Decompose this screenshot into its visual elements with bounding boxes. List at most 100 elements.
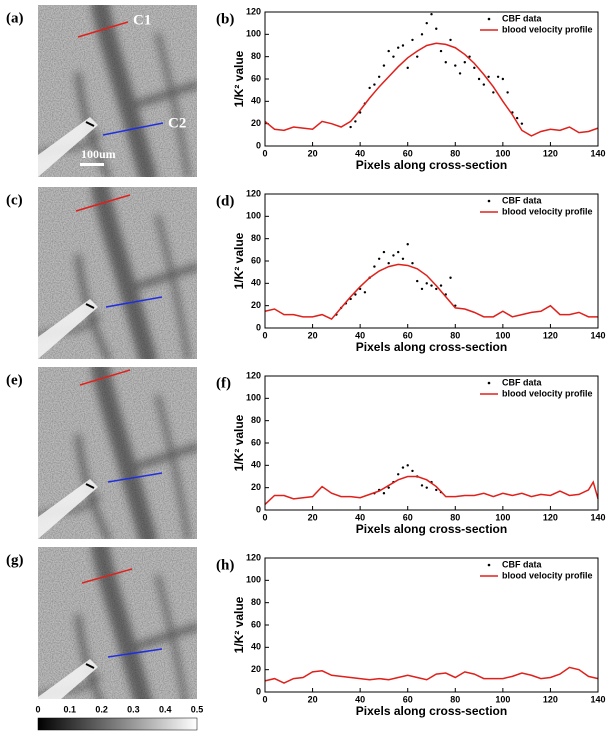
cross-section-line: [81, 568, 133, 584]
x-tick-label: 80: [450, 148, 460, 158]
y-tick-label: 40: [251, 460, 261, 470]
data-point: [496, 75, 500, 78]
y-tick-label: 80: [251, 597, 261, 607]
data-point: [430, 13, 433, 16]
cross-section-line: [107, 472, 163, 483]
y-tick-label: 100: [246, 29, 261, 39]
panel-label: (e): [6, 372, 23, 388]
y-tick-label: 80: [251, 51, 261, 61]
scale-bar: [80, 163, 104, 166]
x-tick-label: 60: [403, 148, 413, 158]
y-tick-label: 60: [251, 619, 261, 629]
legend-label: blood velocity profile: [502, 24, 593, 34]
x-axis-label: Pixels along cross-section: [356, 158, 507, 172]
data-point: [473, 66, 476, 70]
data-point: [354, 293, 357, 296]
data-point: [501, 77, 505, 81]
data-point: [373, 265, 376, 268]
y-tick-label: 20: [251, 300, 261, 310]
data-point: [430, 284, 433, 287]
plot-frame: [264, 375, 599, 511]
colorbar-tick-label: 0.1: [64, 704, 77, 714]
y-axis-label: 1/K² value: [232, 414, 246, 471]
data-point: [406, 66, 409, 70]
data-point: [425, 486, 428, 489]
data-point: [444, 61, 447, 64]
x-axis-label: Pixels along cross-section: [356, 704, 507, 718]
data-point: [520, 122, 524, 125]
data-point: [477, 77, 481, 81]
x-tick-label: 80: [450, 512, 460, 522]
data-point: [392, 254, 395, 257]
x-tick-label: 40: [355, 694, 365, 704]
cross-section-line: [102, 122, 164, 136]
panel-label: (f): [216, 375, 231, 391]
data-point: [411, 38, 414, 42]
data-point: [416, 279, 419, 283]
x-tick-label: 140: [590, 694, 605, 704]
legend-label: blood velocity profile: [502, 388, 593, 398]
legend-label: blood velocity profile: [502, 206, 593, 216]
data-point: [401, 466, 405, 469]
colorbar-tick-label: 0.5: [191, 704, 204, 714]
x-tick-label: 140: [590, 512, 605, 522]
data-point: [382, 64, 386, 67]
y-tick-label: 120: [246, 370, 261, 380]
data-point: [425, 21, 428, 25]
scale-label: 100um: [81, 147, 116, 161]
y-axis-label: 1/K² value: [232, 232, 246, 289]
x-tick-label: 80: [450, 330, 460, 340]
legend-label: CBF data: [502, 195, 542, 205]
colorbar-tick-label: 0: [35, 704, 40, 714]
data-point: [420, 484, 424, 487]
x-tick-label: 40: [355, 512, 365, 522]
plot-frame: [264, 193, 599, 329]
data-point: [382, 492, 386, 495]
data-point: [449, 276, 452, 279]
legend-marker: [487, 199, 491, 203]
data-point: [401, 257, 405, 260]
plot-frame: [264, 557, 599, 693]
data-point: [368, 86, 371, 90]
x-tick-label: 100: [495, 694, 510, 704]
data-point: [397, 250, 400, 254]
y-tick-label: 100: [246, 575, 261, 585]
colorbar-tick-label: 0.3: [127, 704, 140, 714]
y-tick-label: 60: [251, 437, 261, 447]
data-point: [482, 83, 486, 86]
x-tick-label: 120: [543, 512, 558, 522]
data-point: [397, 46, 400, 49]
data-point: [487, 75, 490, 78]
profile-line: [264, 42, 599, 137]
x-axis-label: Pixels along cross-section: [356, 522, 507, 536]
x-tick-label: 60: [403, 694, 413, 704]
data-point: [492, 91, 495, 94]
data-point: [420, 287, 424, 291]
data-point: [397, 473, 400, 476]
profile-line: [264, 263, 598, 320]
data-point: [401, 44, 405, 47]
x-tick-label: 140: [590, 148, 605, 158]
x-tick-label: 100: [495, 512, 510, 522]
x-tick-label: 0: [262, 148, 267, 158]
y-tick-label: 120: [246, 188, 261, 198]
y-tick-label: 20: [251, 118, 261, 128]
legend-label: CBF data: [502, 559, 542, 569]
y-tick-label: 0: [256, 686, 261, 696]
panel-label: (a): [6, 10, 24, 26]
x-tick-label: 20: [308, 512, 318, 522]
x-tick-label: 80: [450, 694, 460, 704]
data-point: [387, 49, 390, 53]
colorbar-tick-label: 0.4: [159, 704, 172, 714]
x-tick-label: 120: [543, 148, 558, 158]
cross-section-line: [79, 369, 131, 386]
panel-label: (b): [216, 11, 234, 27]
y-tick-label: 20: [251, 482, 261, 492]
image-c: [38, 187, 197, 359]
cross-section-line: [105, 296, 163, 308]
y-tick-label: 60: [251, 73, 261, 83]
plot-frame: [264, 11, 599, 147]
cross-section-line: [77, 21, 129, 38]
data-point: [406, 464, 409, 467]
data-point: [420, 33, 424, 36]
